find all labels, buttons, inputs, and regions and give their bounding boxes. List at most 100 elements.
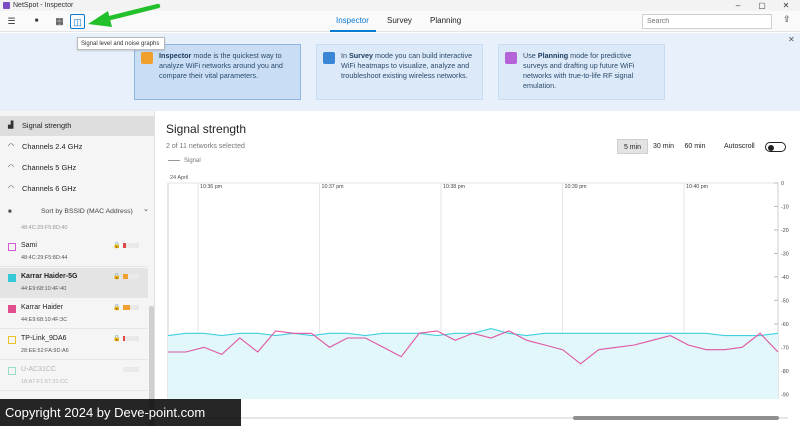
- networks-selected-count: 2 of 11 networks selected: [166, 143, 245, 150]
- network-mac: 44:E9:68:10:4F:40: [21, 286, 67, 292]
- planning-info-card[interactable]: Use Planning mode for predictive surveys…: [498, 44, 665, 100]
- survey-info-card[interactable]: In Survey mode you can build interactive…: [316, 44, 483, 100]
- card-bold: Survey: [349, 51, 373, 60]
- signal-meter-fill: [123, 336, 126, 341]
- close-window-button[interactable]: ✕: [782, 1, 790, 10]
- x-tick-label: 10:39 pm: [565, 184, 588, 190]
- tab-planning[interactable]: Planning: [430, 16, 462, 25]
- menu-icon[interactable]: ☰: [7, 16, 16, 26]
- chart-legend: Signal: [168, 158, 201, 164]
- y-tick-label: -90: [781, 392, 789, 398]
- survey-mode-icon: [323, 52, 335, 64]
- y-tick-label: -70: [781, 345, 789, 351]
- page-title: Signal strength: [166, 122, 247, 136]
- sidebar-item-label: Signal strength: [22, 121, 72, 130]
- y-tick-label: -60: [781, 322, 789, 328]
- network-checkbox[interactable]: [8, 336, 16, 344]
- network-mac: 48:4C:29:F5:8D:44: [21, 255, 68, 261]
- network-row[interactable]: Karrar Haider-5G 44:E9:68:10:4F:40 🔒: [0, 268, 148, 298]
- sort-dropdown[interactable]: ■ Sort by BSSID (MAC Address) ⌄: [0, 205, 154, 219]
- network-row[interactable]: U-AC31CC 18:A7:F1:57:31:CC: [0, 361, 148, 391]
- chart-scroll-track: [166, 417, 788, 419]
- network-row[interactable]: TP-Link_9DA6 28:EE:52:FA:9D:A6 🔒: [0, 330, 148, 360]
- sidebar-item-channels-24[interactable]: ◠ Channels 2.4 GHz: [0, 137, 154, 157]
- network-mac: 28:EE:52:FA:9D:A6: [21, 348, 69, 354]
- sidebar-item-signal-strength[interactable]: ▟ Signal strength: [0, 116, 154, 136]
- signal-meter-fill: [123, 305, 131, 310]
- sidebar-item-channels-5[interactable]: ◠ Channels 5 GHz: [0, 158, 154, 178]
- legend-label: Signal: [184, 158, 201, 164]
- search-input[interactable]: [642, 14, 772, 29]
- network-checkbox[interactable]: [8, 243, 16, 251]
- y-tick-label: -50: [781, 298, 789, 304]
- active-tab-indicator: [330, 30, 376, 32]
- range-30min-button[interactable]: 30 min: [652, 143, 674, 150]
- network-name: Sami: [21, 242, 37, 249]
- signal-meter: [123, 274, 139, 279]
- x-tick-label: 10:36 pm: [200, 184, 223, 190]
- network-checkbox[interactable]: [8, 305, 16, 313]
- lock-icon: 🔒: [113, 305, 121, 311]
- autoscroll-toggle[interactable]: [765, 142, 786, 152]
- stop-scan-icon[interactable]: ■: [34, 18, 39, 24]
- network-name: U-AC31CC: [21, 366, 57, 373]
- maximize-button[interactable]: ▢: [758, 1, 766, 10]
- sidebar-scrollbar[interactable]: [149, 306, 154, 426]
- table-view-icon[interactable]: ▦: [55, 16, 64, 26]
- chart-scrollbar[interactable]: [573, 416, 779, 420]
- select-all-checkbox[interactable]: ■: [8, 209, 12, 215]
- sidebar-item-label: Channels 6 GHz: [22, 184, 77, 193]
- signal-bars-icon: ▟: [8, 122, 14, 129]
- y-tick-label: -80: [781, 369, 789, 375]
- inspector-info-card[interactable]: Inspector mode is the quickest way to an…: [134, 44, 301, 100]
- annotation-arrow-icon: [88, 3, 161, 27]
- graph-tooltip: Signal level and noise graphs: [77, 37, 165, 50]
- mode-info-banner: ✕ Inspector mode is the quickest way to …: [0, 33, 800, 111]
- sidebar-item-label: Channels 2.4 GHz: [22, 142, 83, 151]
- network-row[interactable]: Karrar Haider 44:E9:68:10:4F:3C 🔒: [0, 299, 148, 329]
- planning-mode-icon: [505, 52, 517, 64]
- channels-icon: ◠: [8, 143, 15, 150]
- copyright-watermark: Copyright 2024 by Deve-point.com: [0, 399, 241, 426]
- x-tick-label: 10:40 pm: [686, 184, 709, 190]
- tab-survey[interactable]: Survey: [387, 16, 412, 25]
- channels-icon: ◠: [8, 164, 15, 171]
- inspector-mode-icon: [141, 52, 153, 64]
- network-name: TP-Link_9DA6: [21, 335, 67, 342]
- network-mac: 18:A7:F1:57:31:CC: [21, 379, 69, 385]
- signal-meter: [123, 367, 139, 372]
- banner-close-icon[interactable]: ✕: [788, 35, 795, 44]
- range-60min-button[interactable]: 60 min: [684, 143, 706, 150]
- y-tick-label: -20: [781, 228, 789, 234]
- signal-meter-fill: [123, 243, 127, 248]
- card-text: mode is the quickest way to analyze WiFi…: [159, 51, 283, 80]
- card-pre: In: [341, 51, 349, 60]
- signal-chart: 24 April 10:36 pm 10:37 pm 10:38 pm 10:39 pm…: [167, 175, 789, 399]
- toolbar: ☰ ■ ▦ ◫: [0, 11, 800, 32]
- card-text: mode for predictive surveys and drafting…: [523, 51, 635, 90]
- signal-meter-fill: [123, 274, 128, 279]
- sidebar-item-channels-6[interactable]: ◠ Channels 6 GHz: [0, 179, 154, 199]
- toggle-knob: [768, 144, 774, 151]
- sidebar-item-label: Channels 5 GHz: [22, 163, 77, 172]
- chart-date-label: 24 April: [170, 175, 188, 181]
- y-tick-label: 0: [781, 181, 784, 187]
- network-row[interactable]: Sami 48:4C:29:F5:8D:44 🔒: [0, 237, 148, 267]
- lock-icon: 🔒: [113, 274, 121, 280]
- graph-view-icon[interactable]: ◫: [70, 14, 85, 29]
- card-pre: Use: [523, 51, 538, 60]
- tab-inspector[interactable]: Inspector: [336, 16, 369, 25]
- share-icon[interactable]: ⇪: [783, 14, 791, 24]
- y-tick-label: -10: [781, 204, 789, 210]
- range-5min-button[interactable]: 5 min: [617, 139, 648, 154]
- network-checkbox[interactable]: [8, 274, 16, 282]
- lock-icon: 🔒: [113, 243, 121, 249]
- y-tick-label: -40: [781, 275, 789, 281]
- partial-mac: 48:4C:29:F5:8D:40: [21, 225, 68, 231]
- card-bold: Inspector: [159, 51, 192, 60]
- minimize-button[interactable]: –: [735, 1, 741, 10]
- network-checkbox[interactable]: [8, 367, 16, 375]
- x-tick-label: 10:38 pm: [443, 184, 466, 190]
- sidebar: ▟ Signal strength ◠ Channels 2.4 GHz ◠ C…: [0, 111, 155, 426]
- autoscroll-label: Autoscroll: [724, 143, 755, 150]
